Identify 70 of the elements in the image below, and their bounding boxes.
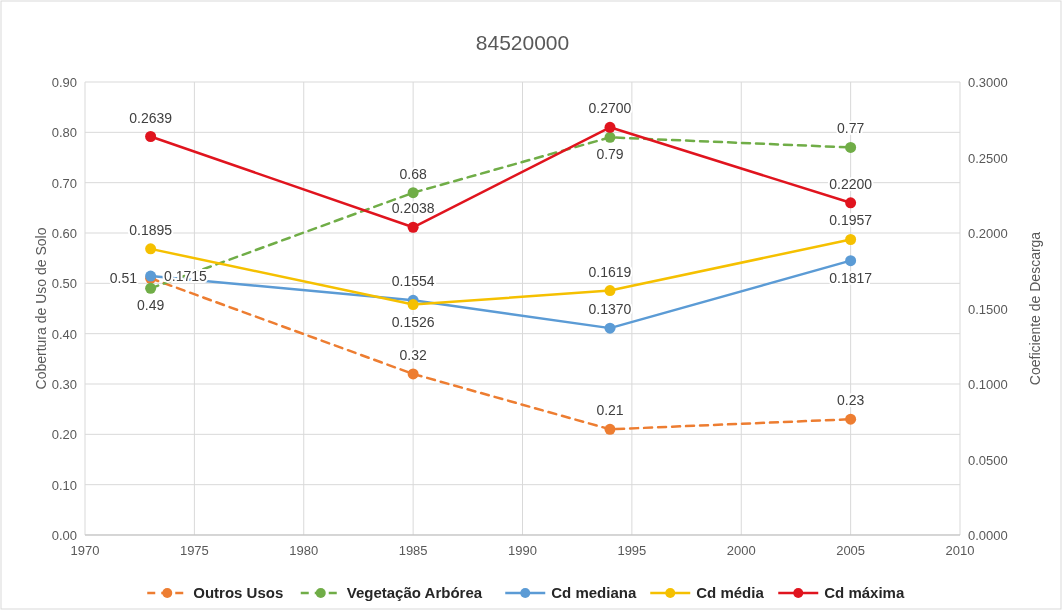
y2-tick-label: 0.2000 [968,226,1008,241]
x-tick-label: 2005 [836,543,866,558]
data-label: 0.1370 [588,301,632,318]
y2-tick-label: 0.0500 [968,452,1008,468]
point [604,131,616,143]
y-tick-label: 0.80 [51,125,77,141]
data-label: 0.68 [399,165,427,182]
y-tick-label: 0.00 [51,528,77,543]
point [407,299,419,311]
x-tick-label: 1985 [398,543,428,558]
data-label: 0.79 [596,146,624,163]
data-label: 0.32 [399,346,427,363]
data-label: 0.2639 [129,109,173,126]
data-label: 0.23 [837,392,865,409]
point [145,243,157,255]
data-label: 0.1554 [391,273,435,290]
point [604,285,616,297]
point [145,282,157,294]
data-label: 0.2038 [391,200,435,217]
x-tick-label: 2000 [726,543,756,558]
x-tick-label: 1995 [617,543,647,558]
data-label: 0.21 [596,402,624,419]
y-tick-label: 0.30 [51,377,77,392]
data-label: 0.1895 [129,221,173,238]
x-tick-label: 1990 [508,543,537,558]
y-tick-label: 0.90 [51,75,77,90]
point [845,233,857,245]
x-tick-label: 1980 [289,543,319,558]
x-tick-label: 2010 [945,543,975,558]
y2-tick-label: 0.1500 [968,301,1008,317]
data-label: 0.77 [837,120,865,137]
point [845,197,857,209]
y-tick-label: 0.10 [51,477,77,493]
y2-tick-label: 0.2500 [968,150,1008,166]
y2-axis-title: Coeficiente de Descarga [1027,231,1043,386]
point [604,121,616,133]
data-label: 0.1817 [829,269,873,286]
point [604,322,616,334]
point [407,368,419,380]
chart-title: 84520000 [475,31,570,54]
legend-label: Cd máxima [824,584,905,601]
data-label: 0.51 [109,270,138,287]
y2-tick-label: 0.3000 [968,75,1008,90]
point [407,221,419,233]
y-tick-label: 0.60 [51,226,77,241]
x-tick-label: 1975 [179,543,209,558]
legend-label: Outros Usos [193,584,284,601]
x-tick-label: 1970 [70,543,100,558]
data-label: 0.1957 [829,212,873,229]
y-tick-label: 0.50 [51,276,77,292]
point [604,423,616,435]
legend-label: Cd média [696,584,765,601]
y-tick-label: 0.40 [51,326,77,342]
point [845,413,857,425]
legend-label: Cd mediana [551,584,637,601]
point [145,131,157,143]
data-label: 0.2700 [588,100,632,117]
legend-label: Vegetação Arbórea [346,584,483,601]
data-label: 0.1526 [391,313,435,330]
y-axis-title: Cobertura de Uso de Solo [33,227,49,390]
point [845,141,857,153]
y2-tick-label: 0.0000 [968,528,1008,543]
point [845,255,857,267]
y-tick-label: 0.70 [51,175,77,191]
y-tick-label: 0.20 [51,427,77,443]
point [407,187,419,199]
data-label: 0.1619 [588,263,632,280]
data-label: 0.2200 [829,175,873,192]
data-label: 0.49 [137,297,165,314]
y2-tick-label: 0.1000 [968,377,1008,392]
